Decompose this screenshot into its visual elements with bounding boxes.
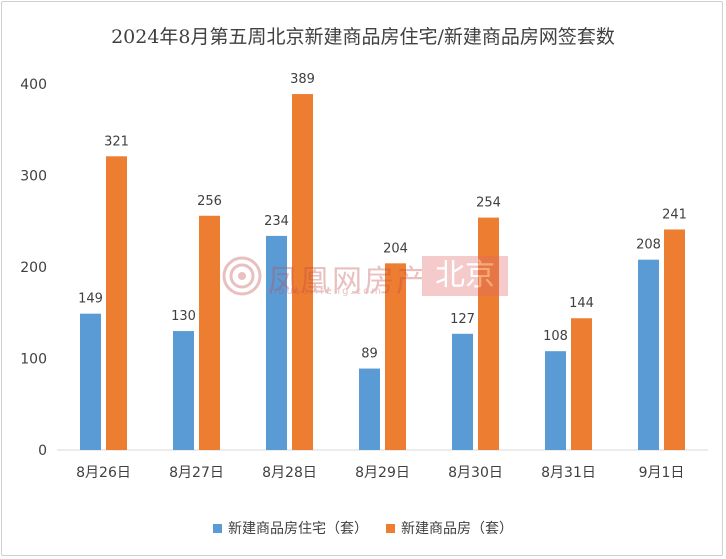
data-label-all: 241 <box>662 207 687 222</box>
data-label-residential: 108 <box>543 329 568 344</box>
data-label-residential: 127 <box>450 312 475 327</box>
x-tick-label: 8月31日 <box>541 465 596 481</box>
legend: 新建商品房住宅（套） 新建商品房（套） <box>0 518 726 538</box>
data-label-all: 321 <box>104 134 129 149</box>
data-label-all: 204 <box>383 241 408 256</box>
bar-all <box>571 318 592 450</box>
data-label-all: 389 <box>290 72 315 87</box>
x-tick-label: 8月30日 <box>448 465 503 481</box>
x-tick-label: 9月1日 <box>639 465 685 481</box>
data-label-residential: 89 <box>361 347 378 362</box>
bar-residential <box>545 351 566 450</box>
bar-all <box>478 217 499 450</box>
y-tick-label: 400 <box>20 77 47 93</box>
data-label-residential: 234 <box>264 214 289 229</box>
legend-swatch-all <box>386 523 395 533</box>
y-tick-label: 200 <box>20 260 47 276</box>
legend-item-residential: 新建商品房住宅（套） <box>213 518 368 538</box>
data-label-all: 254 <box>476 196 501 211</box>
bar-all <box>292 94 313 450</box>
data-label-all: 256 <box>197 194 222 209</box>
watermark-domain: house.ifeng.com <box>270 286 384 297</box>
bar-all <box>199 215 220 450</box>
legend-label-all: 新建商品房（套） <box>401 521 513 537</box>
data-label-residential: 149 <box>78 292 103 307</box>
legend-label-residential: 新建商品房住宅（套） <box>228 521 368 537</box>
y-tick-label: 0 <box>38 443 47 459</box>
y-tick-label: 100 <box>20 352 47 368</box>
x-tick-label: 8月28日 <box>262 465 317 481</box>
legend-swatch-residential <box>213 523 222 533</box>
bar-residential <box>452 333 473 450</box>
y-tick-label: 300 <box>20 169 47 185</box>
ifeng-logo-icon <box>222 256 262 296</box>
bar-residential <box>266 235 287 450</box>
x-tick-label: 8月26日 <box>76 465 131 481</box>
bar-residential <box>359 368 380 450</box>
watermark-city: 北京 <box>422 256 508 296</box>
bar-all <box>106 156 127 450</box>
bar-residential <box>173 331 194 450</box>
data-label-residential: 208 <box>636 238 661 253</box>
bar-all <box>664 229 685 450</box>
bar-residential <box>638 259 659 450</box>
data-label-residential: 130 <box>171 309 196 324</box>
x-tick-label: 8月27日 <box>169 465 224 481</box>
data-label-all: 144 <box>569 296 594 311</box>
watermark: 凤凰网房产 house.ifeng.com 北京 <box>222 256 508 299</box>
bar-residential <box>80 313 101 450</box>
legend-item-all: 新建商品房（套） <box>386 518 513 538</box>
bar-all <box>385 263 406 450</box>
watermark-brand: 凤凰网房产 <box>268 264 428 299</box>
chart-title: 2024年8月第五周北京新建商品房住宅/新建商品房网签套数 <box>111 26 615 48</box>
x-tick-label: 8月29日 <box>355 465 410 481</box>
